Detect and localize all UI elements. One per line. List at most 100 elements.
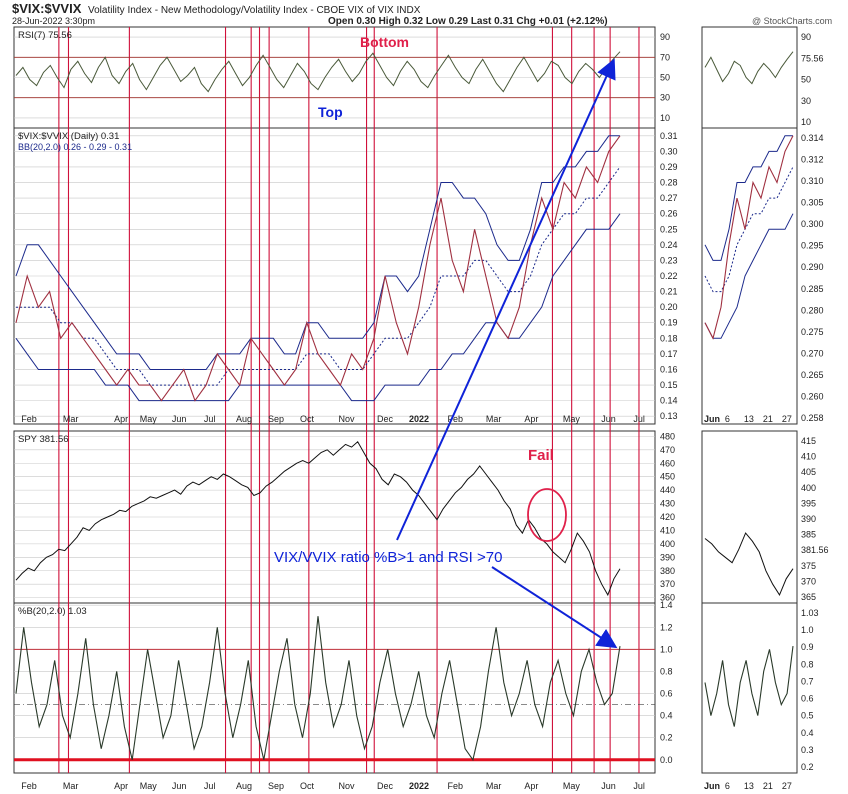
pctb-tick-0: 1.4	[660, 600, 673, 610]
pctb-xlabel-11: 2022	[409, 781, 429, 791]
pctb-tick-3: 0.8	[660, 666, 673, 676]
pctb-xlabel-8: Oct	[300, 781, 315, 791]
inset-price-tick-2: 405	[801, 467, 816, 477]
inset-ratio-xlabel-0: Jun	[704, 414, 720, 424]
inset-price-tick-3: 400	[801, 483, 816, 493]
inset-ratio-tick-1: 0.312	[801, 155, 824, 165]
ratio-xlabel-17: Jul	[633, 414, 645, 424]
price-tick-9: 390	[660, 552, 675, 562]
ratio-xlabel-1: Mar	[63, 414, 79, 424]
header-symbol: $VIX:$VVIX	[12, 1, 82, 16]
header-date: 28-Jun-2022 3:30pm	[12, 16, 95, 26]
annotation-top: Top	[318, 104, 343, 120]
ratio-tick-17: 0.14	[660, 396, 678, 406]
inset-price-tick-0: 415	[801, 436, 816, 446]
rsi-line	[15, 51, 621, 93]
inset-pctb-xlabel-1: 6	[725, 781, 730, 791]
ratio-tick-9: 0.22	[660, 271, 678, 281]
inset-ratio-tick-7: 0.285	[801, 284, 824, 294]
pctb-tick-1: 1.2	[660, 622, 673, 632]
inset-pctb-xlabel-3: 21	[763, 781, 773, 791]
pctb-xlabel-1: Mar	[63, 781, 79, 791]
fail-circle	[527, 488, 567, 542]
ratio-tick-0: 0.31	[660, 131, 678, 141]
ratio-tick-13: 0.18	[660, 333, 678, 343]
arrow-to-pctb	[491, 566, 618, 649]
pctb-xlabel-14: Apr	[524, 781, 538, 791]
inset-pctb-tick-0: 1.03	[801, 608, 819, 618]
pctb-xlabel-16: Jun	[601, 781, 616, 791]
ratio-tick-6: 0.25	[660, 224, 678, 234]
ratio-tick-3: 0.28	[660, 178, 678, 188]
inset-price-tick-5: 390	[801, 514, 816, 524]
pctb-xlabel-10: Dec	[377, 781, 394, 791]
inset-price-tick-7: 381.56	[801, 545, 829, 555]
inset-ratio-line	[704, 135, 794, 340]
inset-pctb-line	[704, 646, 794, 727]
inset-price-tick-9: 370	[801, 576, 816, 586]
inset-pctb-xlabel-2: 13	[744, 781, 754, 791]
inset-ratio-tick-0: 0.314	[801, 133, 824, 143]
annotation-signal: VIX/VVIX ratio %B>1 and RSI >70	[274, 549, 502, 566]
watermark: @ StockCharts.com	[752, 16, 832, 26]
inset-bb-lower	[704, 213, 794, 339]
price-tick-4: 440	[660, 485, 675, 495]
inset-price-tick-8: 375	[801, 561, 816, 571]
pctb-xlabel-17: Jul	[633, 781, 645, 791]
ratio-tick-15: 0.16	[660, 364, 678, 374]
ratio-xlabel-12: Feb	[447, 414, 463, 424]
inset-rsi-line	[704, 51, 794, 85]
inset-ratio-tick-6: 0.290	[801, 262, 824, 272]
inset-pctb-tick-3: 0.8	[801, 659, 814, 669]
price-tick-8: 400	[660, 539, 675, 549]
header-description: Volatility Index - New Methodology/Volat…	[88, 5, 421, 16]
inset-rsi-tick-0: 90	[801, 32, 811, 42]
ratio-tick-18: 0.13	[660, 411, 678, 421]
ratio-tick-1: 0.30	[660, 146, 678, 156]
inset-pctb-tick-1: 1.0	[801, 625, 814, 635]
inset-rsi-tick-2: 50	[801, 75, 811, 85]
price-tick-12: 360	[660, 593, 675, 603]
inset-ratio-tick-2: 0.310	[801, 176, 824, 186]
inset-price-tick-10: 365	[801, 592, 816, 602]
inset-pctb-xlabel-0: Jun	[704, 781, 720, 791]
ratio-tick-12: 0.19	[660, 318, 678, 328]
ratio-xlabel-15: May	[563, 414, 581, 424]
inset-price-tick-6: 385	[801, 530, 816, 540]
inset-ratio-xlabel-2: 13	[744, 414, 754, 424]
ratio-tick-8: 0.23	[660, 255, 678, 265]
pctb-tick-4: 0.6	[660, 689, 673, 699]
pctb-xlabel-0: Feb	[21, 781, 37, 791]
price-tick-3: 450	[660, 472, 675, 482]
ratio-tick-14: 0.17	[660, 349, 678, 359]
pctb-tick-2: 1.0	[660, 644, 673, 654]
inset-ratio-tick-11: 0.265	[801, 370, 824, 380]
spy-legend: SPY 381.56	[18, 434, 69, 445]
inset-ratio-tick-12: 0.260	[801, 391, 824, 401]
rsi-legend: RSI(7) 75.56	[18, 30, 72, 41]
ratio-xlabel-7: Sep	[268, 414, 284, 424]
pctb-tick-7: 0.0	[660, 755, 673, 765]
inset-rsi-tick-3: 30	[801, 96, 811, 106]
ratio-xlabel-4: Jun	[172, 414, 187, 424]
inset-pctb-xlabel-4: 27	[782, 781, 792, 791]
inset-bb-middle	[704, 166, 794, 293]
inset-ratio-xlabel-3: 21	[763, 414, 773, 424]
ratio-bb-legend: BB(20,2.0) 0.26 - 0.29 - 0.31	[18, 142, 132, 152]
pctb-xlabel-5: Jul	[204, 781, 216, 791]
pctb-tick-6: 0.2	[660, 733, 673, 743]
ratio-xlabel-0: Feb	[21, 414, 37, 424]
ratio-tick-5: 0.26	[660, 209, 678, 219]
pctb-xlabel-12: Feb	[447, 781, 463, 791]
inset-ratio-tick-5: 0.295	[801, 241, 824, 251]
price-tick-0: 480	[660, 431, 675, 441]
ratio-tick-2: 0.29	[660, 162, 678, 172]
inset-pctb-tick-9: 0.2	[801, 762, 814, 772]
pctb-xlabel-7: Sep	[268, 781, 284, 791]
inset-ratio-tick-9: 0.275	[801, 327, 824, 337]
inset-pctb-tick-5: 0.6	[801, 694, 814, 704]
pctb-xlabel-15: May	[563, 781, 581, 791]
ratio-xlabel-2: Apr	[114, 414, 128, 424]
